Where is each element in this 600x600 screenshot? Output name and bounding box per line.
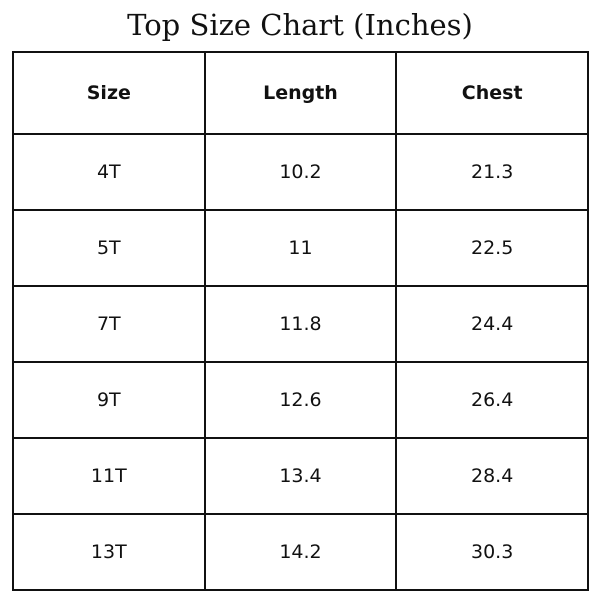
header-row: Size Length Chest <box>12 51 589 135</box>
table-row: 13T 14.2 30.3 <box>12 513 589 591</box>
table-cell: 13T <box>12 513 206 591</box>
table-cell: 30.3 <box>395 513 589 591</box>
table-header: Size Length Chest <box>12 51 589 135</box>
table-cell: 11T <box>12 437 206 515</box>
table-row: 5T 11 22.5 <box>12 209 589 287</box>
header-cell: Chest <box>395 51 589 135</box>
size-table: Size Length Chest 4T 10.2 21.3 5T 11 22.5 7T 11.8… <box>12 51 589 591</box>
table-row: 9T 12.6 26.4 <box>12 361 589 439</box>
header-cell: Size <box>12 51 206 135</box>
table-cell: 21.3 <box>395 133 589 211</box>
table-body: 4T 10.2 21.3 5T 11 22.5 7T 11.8 24.4 9T 12.6 26.4 11… <box>12 133 589 591</box>
table-cell: 24.4 <box>395 285 589 363</box>
table-cell: 11 <box>203 209 398 287</box>
table-cell: 22.5 <box>395 209 589 287</box>
table-cell: 5T <box>12 209 206 287</box>
table-cell: 9T <box>12 361 206 439</box>
table-cell: 13.4 <box>203 437 398 515</box>
table-row: 7T 11.8 24.4 <box>12 285 589 363</box>
table-cell: 12.6 <box>203 361 398 439</box>
table-cell: 7T <box>12 285 206 363</box>
table-row: 4T 10.2 21.3 <box>12 133 589 211</box>
table-cell: 4T <box>12 133 206 211</box>
title: Top Size Chart (Inches) <box>127 8 473 42</box>
header-cell: Length <box>203 51 398 135</box>
table-cell: 26.4 <box>395 361 589 439</box>
table-cell: 28.4 <box>395 437 589 515</box>
table-cell: 14.2 <box>203 513 398 591</box>
table-cell: 11.8 <box>203 285 398 363</box>
table-cell: 10.2 <box>203 133 398 211</box>
table-row: 11T 13.4 28.4 <box>12 437 589 515</box>
